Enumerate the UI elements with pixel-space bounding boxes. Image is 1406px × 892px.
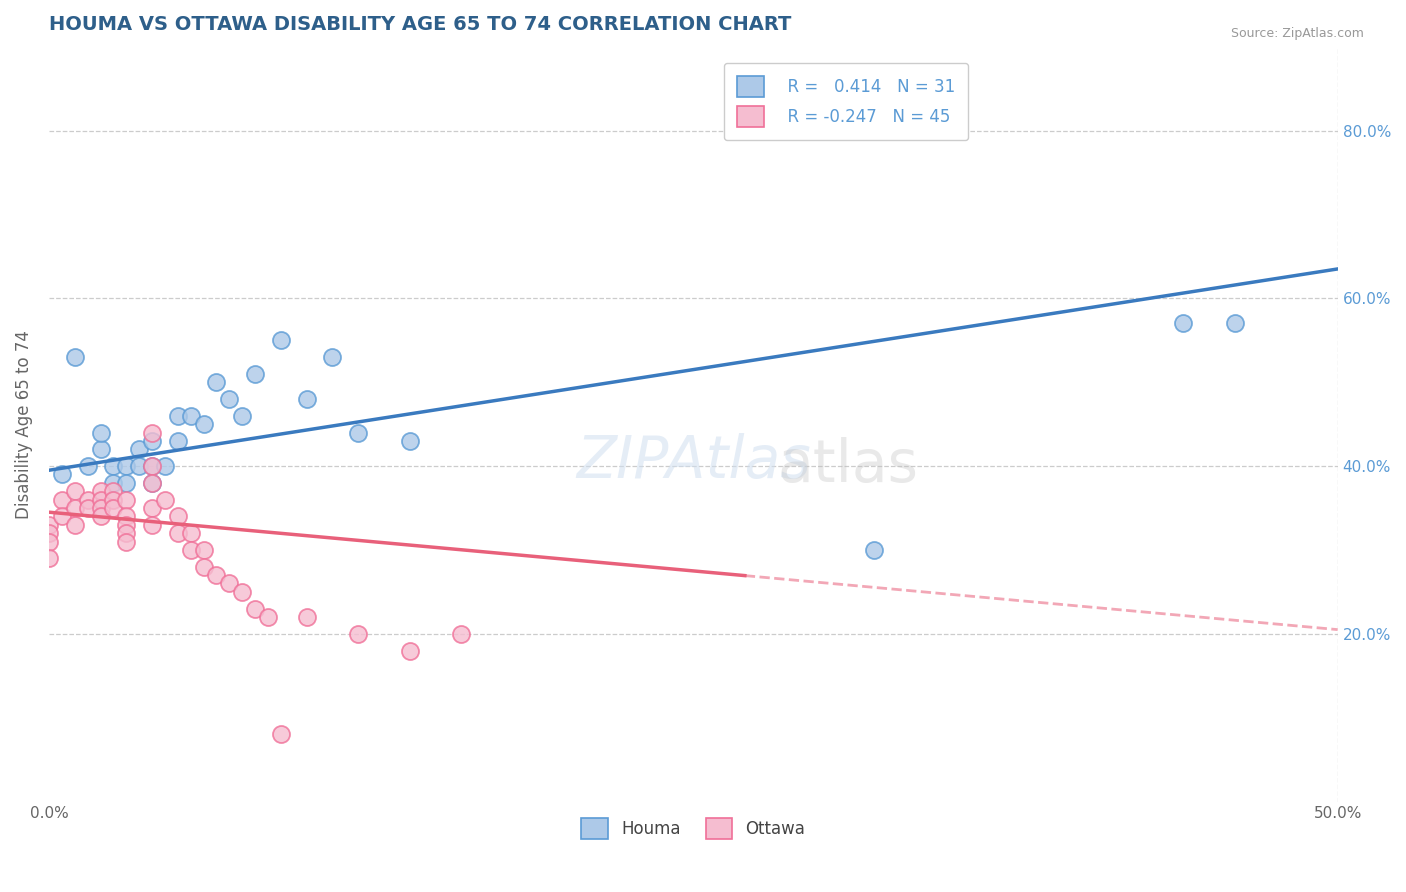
Point [115,517,138,532]
Point [347,425,370,440]
Point [103,484,125,499]
Point [115,526,138,541]
Point [1223,317,1246,331]
Point [398,643,420,657]
Text: atlas: atlas [778,437,918,494]
Point [231,409,253,423]
Y-axis label: Disability Age 65 to 74: Disability Age 65 to 74 [15,330,32,518]
Point [38,526,60,541]
Point [166,526,188,541]
Point [63,501,86,516]
Point [218,576,240,591]
Point [38,534,60,549]
Point [295,392,318,406]
Text: Source: ZipAtlas.com: Source: ZipAtlas.com [1230,27,1364,40]
Point [862,543,884,558]
Point [141,458,163,473]
Point [89,509,111,524]
Point [103,492,125,507]
Point [243,367,266,381]
Point [141,501,163,516]
Point [218,392,240,406]
Point [76,492,98,507]
Point [347,627,370,641]
Point [103,458,125,473]
Point [1171,317,1194,331]
Point [205,375,228,389]
Point [321,350,343,364]
Point [180,409,202,423]
Point [51,492,73,507]
Point [128,442,150,457]
Point [89,501,111,516]
Point [63,517,86,532]
Point [141,475,163,490]
Point [89,442,111,457]
Point [180,526,202,541]
Point [38,551,60,566]
Point [89,425,111,440]
Point [295,610,318,624]
Point [270,727,292,741]
Point [243,601,266,615]
Point [89,484,111,499]
Point [141,475,163,490]
Point [153,458,176,473]
Point [103,501,125,516]
Point [38,517,60,532]
Point [51,509,73,524]
Point [257,610,280,624]
Text: HOUMA VS OTTAWA DISABILITY AGE 65 TO 74 CORRELATION CHART: HOUMA VS OTTAWA DISABILITY AGE 65 TO 74 … [49,15,792,34]
Point [205,568,228,582]
Point [270,333,292,347]
Point [193,417,215,431]
Point [63,484,86,499]
Point [141,425,163,440]
Point [450,627,472,641]
Point [141,434,163,448]
Point [63,350,86,364]
Point [128,458,150,473]
Point [103,475,125,490]
Point [166,509,188,524]
Point [115,475,138,490]
Point [166,434,188,448]
Point [76,501,98,516]
Point [115,509,138,524]
Point [231,585,253,599]
Point [115,492,138,507]
Point [115,458,138,473]
Point [141,458,163,473]
Point [141,517,163,532]
Point [180,543,202,558]
Point [51,467,73,482]
Point [166,409,188,423]
Point [193,559,215,574]
Text: ZIPAtlas: ZIPAtlas [576,434,811,491]
Point [193,543,215,558]
Point [89,492,111,507]
Legend: Houma, Ottawa: Houma, Ottawa [575,812,813,847]
Point [76,458,98,473]
Point [398,434,420,448]
Point [153,492,176,507]
Point [115,534,138,549]
